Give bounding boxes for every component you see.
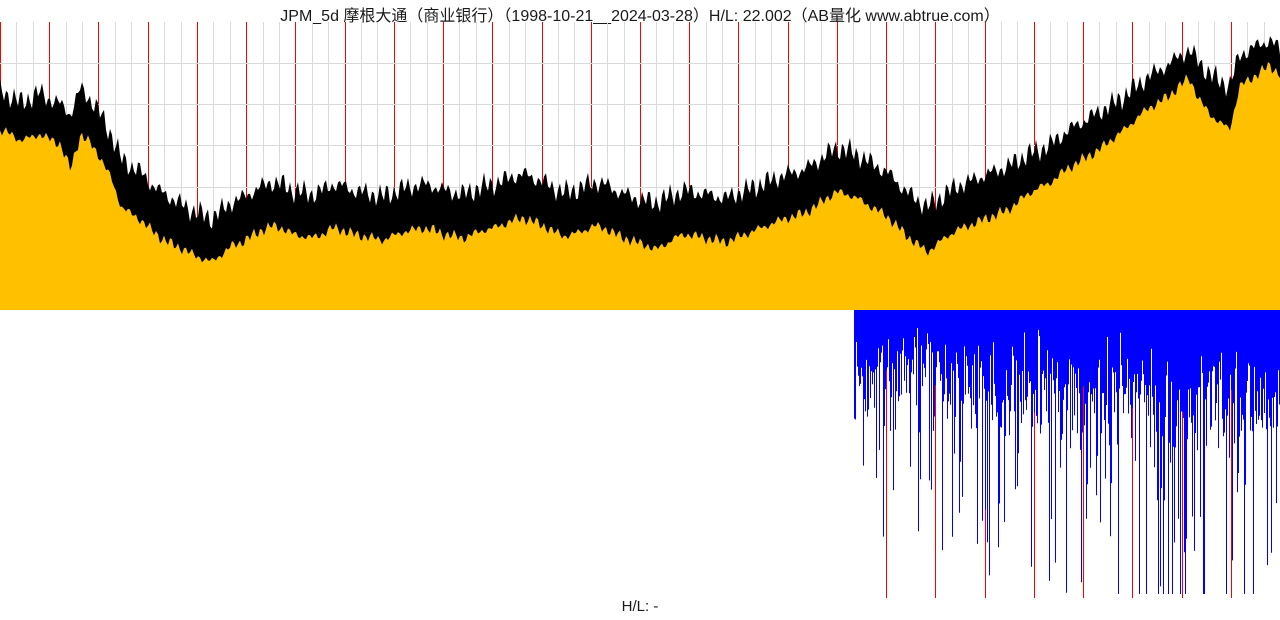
bottom-hl-label: H/L: -	[0, 598, 1280, 618]
top-price-panel	[0, 22, 1280, 310]
chart-title: JPM_5d 摩根大通（商业银行）（1998-10-21__2024-03-28…	[0, 0, 1280, 22]
bottom-volume-panel	[0, 310, 1280, 598]
bottom-volume-svg	[0, 310, 1280, 598]
top-price-svg	[0, 22, 1280, 310]
